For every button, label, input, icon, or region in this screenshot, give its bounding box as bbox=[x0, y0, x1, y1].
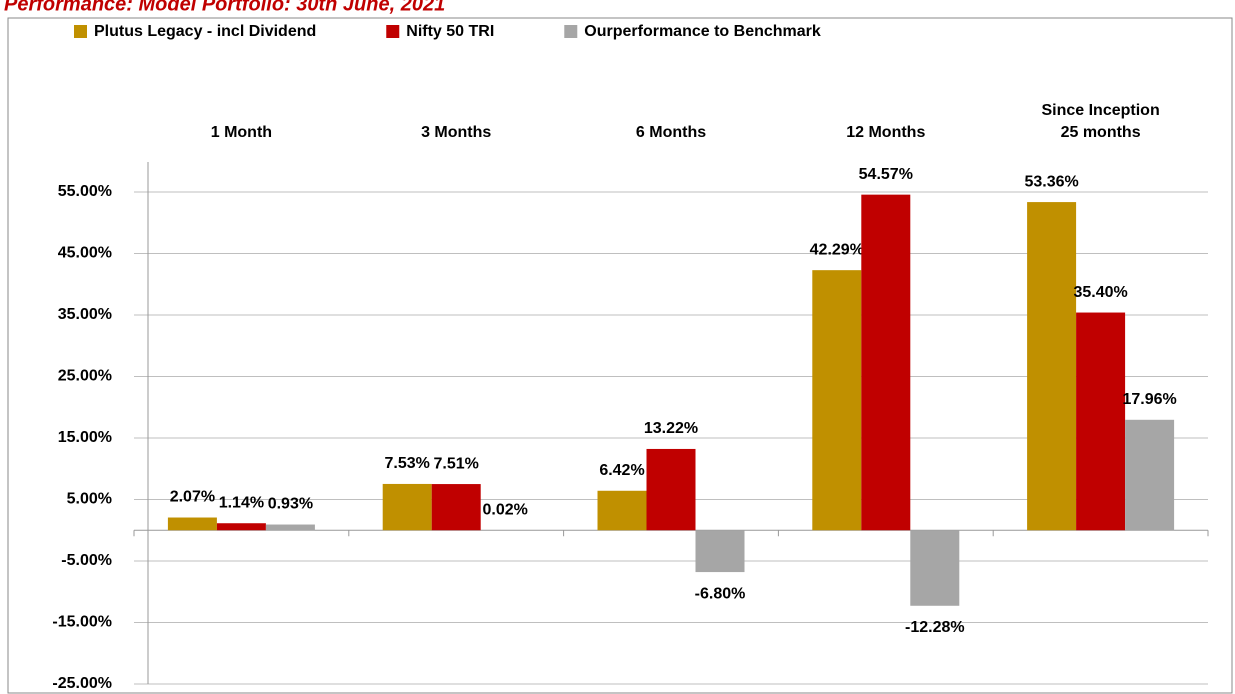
data-label: 13.22% bbox=[644, 420, 698, 437]
bar bbox=[910, 530, 960, 606]
chart-border bbox=[7, 17, 1233, 694]
chart-title: Performance: Model Portfolio: 30th June,… bbox=[4, 0, 445, 15]
data-label: 0.02% bbox=[483, 501, 528, 518]
y-tick-label: -15.00% bbox=[52, 614, 112, 631]
bar bbox=[695, 530, 745, 573]
x-tick-label: 1 Month bbox=[211, 124, 272, 141]
bar bbox=[812, 270, 862, 531]
bar bbox=[597, 490, 647, 531]
legend-swatch bbox=[386, 25, 400, 38]
y-tick-label: -5.00% bbox=[61, 552, 112, 569]
bar bbox=[861, 194, 911, 531]
bar bbox=[216, 523, 266, 531]
data-label: -6.80% bbox=[695, 585, 746, 602]
bar bbox=[1125, 419, 1175, 531]
data-label: 2.07% bbox=[170, 489, 215, 506]
bar bbox=[431, 484, 481, 531]
bar bbox=[1076, 312, 1126, 531]
data-label: -12.28% bbox=[905, 619, 965, 636]
data-label: 0.93% bbox=[268, 496, 313, 513]
x-tick-label: Since Inception 25 months bbox=[1041, 102, 1159, 141]
y-tick-label: -25.00% bbox=[52, 675, 112, 692]
data-label: 17.96% bbox=[1122, 391, 1176, 408]
legend-swatch bbox=[564, 25, 578, 38]
bar bbox=[265, 524, 315, 531]
y-tick-label: 25.00% bbox=[58, 368, 112, 385]
legend-label: Nifty 50 TRI bbox=[406, 23, 494, 40]
data-label: 35.40% bbox=[1073, 284, 1127, 301]
x-tick-label: 6 Months bbox=[636, 124, 706, 141]
y-tick-label: 45.00% bbox=[58, 245, 112, 262]
x-tick-label: 12 Months bbox=[846, 124, 925, 141]
bar bbox=[480, 530, 530, 531]
y-tick-label: 5.00% bbox=[67, 491, 112, 508]
bar bbox=[646, 448, 696, 531]
legend-swatch bbox=[74, 25, 87, 38]
data-label: 42.29% bbox=[810, 241, 864, 258]
data-label: 6.42% bbox=[599, 462, 644, 479]
y-tick-label: 55.00% bbox=[58, 183, 112, 200]
bar bbox=[167, 517, 217, 531]
data-label: 7.51% bbox=[434, 455, 479, 472]
legend-label: Plutus Legacy - incl Dividend bbox=[94, 23, 316, 40]
legend-label: Ourperformance to Benchmark bbox=[584, 23, 821, 40]
data-label: 1.14% bbox=[219, 494, 264, 511]
y-tick-label: 35.00% bbox=[58, 306, 112, 323]
data-label: 54.57% bbox=[859, 166, 913, 183]
data-label: 7.53% bbox=[385, 455, 430, 472]
bar bbox=[1027, 202, 1077, 531]
y-tick-label: 15.00% bbox=[58, 429, 112, 446]
x-tick-label: 3 Months bbox=[421, 124, 491, 141]
data-label: 53.36% bbox=[1024, 173, 1078, 190]
bar bbox=[382, 483, 432, 531]
